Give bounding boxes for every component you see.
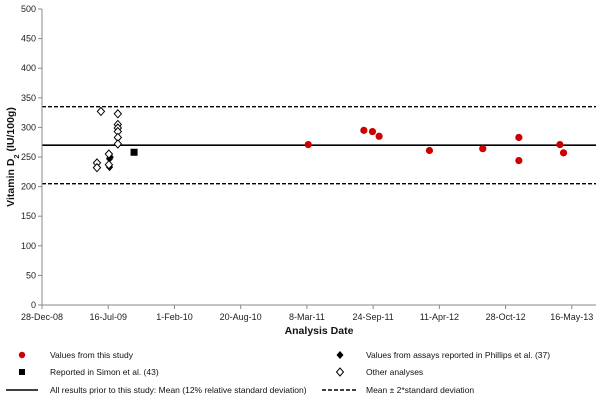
point-other-analyses — [92, 162, 102, 173]
y-tick-label: 350 — [21, 93, 36, 103]
data-points — [92, 106, 568, 173]
y-axis-title-subscript: 2 — [12, 154, 21, 158]
y-tick-label: 50 — [26, 270, 36, 280]
point-this-study — [515, 133, 523, 142]
point-this-study — [375, 132, 383, 140]
legend-label-other: Other analyses — [366, 367, 423, 377]
x-tick-label: 28-Oct-12 — [486, 312, 526, 322]
y-tick-label: 250 — [21, 152, 36, 162]
point-other-analyses — [113, 139, 123, 149]
y-axis-title-units: (IU/100g) — [5, 107, 17, 154]
legend-marker-circle — [18, 351, 26, 359]
x-tick-label: 16-Jul-09 — [89, 312, 127, 322]
y-axis-title-main: Vitamin D — [5, 158, 17, 207]
x-tick-label: 11-Apr-12 — [420, 312, 459, 322]
x-tick-label: 24-Sep-11 — [352, 312, 393, 322]
point-simon — [130, 148, 138, 156]
x-tick-label: 1-Feb-10 — [156, 312, 193, 322]
legend-marker-diamond-open — [335, 367, 345, 377]
point-this-study — [304, 140, 312, 149]
y-tick-label: 400 — [21, 63, 36, 73]
legend-item-phillips: Values from assays reported in Phillips … — [336, 350, 550, 360]
y-tick-label: 150 — [21, 211, 36, 221]
legend-item-other: Other analyses — [335, 367, 423, 377]
x-tick-label: 20-Aug-10 — [220, 312, 262, 322]
legend: Values from this study Values from assay… — [6, 350, 550, 395]
point-this-study — [360, 126, 368, 134]
point-this-study — [559, 149, 568, 157]
point-this-study — [556, 140, 564, 149]
legend-marker-square — [19, 369, 25, 375]
y-axis-ticks: 0 50 100 150 200 250 300 350 400 450 500 — [21, 4, 42, 310]
legend-label-phillips: Values from assays reported in Phillips … — [366, 350, 550, 360]
legend-marker-diamond-filled — [336, 351, 344, 359]
x-tick-label: 28-Dec-08 — [21, 312, 63, 322]
y-tick-label: 200 — [21, 182, 36, 192]
point-other-analyses — [104, 149, 114, 159]
legend-item-sd-line: Mean ± 2*standard deviation — [322, 385, 474, 395]
point-this-study — [479, 145, 487, 153]
y-tick-label: 100 — [21, 241, 36, 251]
point-other-analyses — [113, 109, 123, 119]
legend-label-mean: All results prior to this study: Mean (1… — [50, 385, 307, 395]
legend-label-sd: Mean ± 2*standard deviation — [366, 385, 474, 395]
point-this-study — [515, 156, 523, 165]
point-other-analyses — [96, 106, 106, 117]
point-this-study — [425, 146, 434, 155]
legend-label-simon: Reported in Simon et al. (43) — [50, 367, 159, 377]
legend-label-this-study: Values from this study — [50, 350, 134, 360]
legend-item-this-study: Values from this study — [18, 350, 134, 360]
y-tick-label: 450 — [21, 34, 36, 44]
x-axis-ticks: 28-Dec-08 16-Jul-09 1-Feb-10 20-Aug-10 8-Mar… — [21, 305, 593, 322]
y-axis-title: Vitamin D2 (IU/100g) — [5, 107, 21, 207]
reference-lines — [42, 105, 596, 185]
x-tick-label: 8-Mar-11 — [289, 312, 325, 322]
y-tick-label: 500 — [21, 4, 36, 14]
point-this-study — [368, 127, 377, 136]
x-axis-title: Analysis Date — [285, 325, 354, 337]
point-other-analyses — [104, 159, 114, 170]
legend-item-mean-line: All results prior to this study: Mean (1… — [6, 385, 307, 395]
legend-item-simon: Reported in Simon et al. (43) — [19, 367, 159, 377]
y-tick-label: 300 — [21, 122, 36, 132]
y-tick-label: 0 — [31, 300, 36, 310]
x-tick-label: 16-May-13 — [550, 312, 593, 322]
